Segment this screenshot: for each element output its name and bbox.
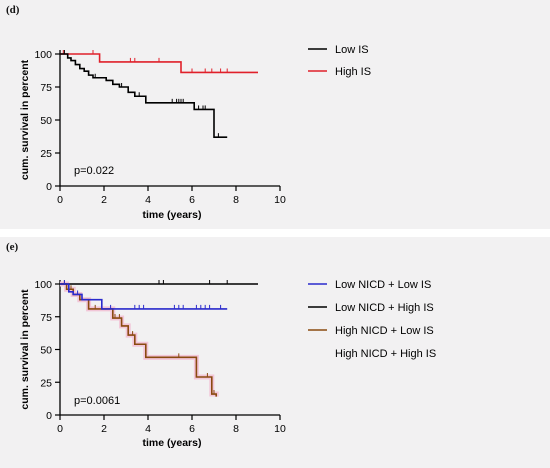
panel-d: (d) 0 25 50 75 100 0 2 4 6 8 10 time (years) cum. su… <box>0 0 550 229</box>
y-tick-label: 0 <box>46 181 52 193</box>
legend-label: High IS <box>335 66 371 78</box>
legend-label: Low IS <box>335 44 369 56</box>
x-tick-label: 4 <box>145 423 151 435</box>
p-value: p=0.022 <box>74 165 114 177</box>
survival-chart-d: 0 25 50 75 100 0 2 4 6 8 10 time (years) cum. surviv… <box>19 44 371 221</box>
survival-curve <box>60 53 258 74</box>
y-tick-label: 75 <box>40 312 52 324</box>
x-tick-label: 10 <box>274 423 286 435</box>
panel-letter: (d) <box>6 4 20 16</box>
y-tick-label: 0 <box>46 410 52 422</box>
y-tick-label: 50 <box>40 345 52 357</box>
y-tick-label: 75 <box>40 82 52 94</box>
y-tick-label: 25 <box>40 148 52 160</box>
x-tick-label: 8 <box>233 423 239 435</box>
survival-chart-e: 0 25 50 75 100 0 2 4 6 8 10 time (years) cum. surviv… <box>19 279 436 449</box>
x-axis-title: time (years) <box>143 437 202 449</box>
y-tick-label: 25 <box>40 377 52 389</box>
survival-curve <box>60 281 219 397</box>
x-axis-title: time (years) <box>143 209 202 221</box>
legend-label: High NICD + High IS <box>335 348 436 360</box>
x-tick-label: 2 <box>101 194 107 206</box>
panel-e: (e) 0 25 50 75 100 0 2 4 6 8 10 time (years) cum. su… <box>0 237 550 468</box>
x-tick-label: 0 <box>57 194 63 206</box>
y-axis-title: cum. survival in percent <box>19 289 31 410</box>
y-tick-label: 100 <box>34 279 52 291</box>
legend-label: High NICD + Low IS <box>335 325 434 337</box>
x-tick-label: 6 <box>189 423 195 435</box>
x-tick-label: 0 <box>57 423 63 435</box>
survival-curve <box>60 283 228 310</box>
x-tick-label: 6 <box>189 194 195 206</box>
survival-curve <box>60 53 228 138</box>
legend-label: Low NICD + Low IS <box>335 279 431 291</box>
p-value: p=0.0061 <box>74 395 120 407</box>
y-axis-title: cum. survival in percent <box>19 59 31 180</box>
y-tick-label: 100 <box>34 49 52 61</box>
x-tick-label: 10 <box>274 194 286 206</box>
y-tick-label: 50 <box>40 115 52 127</box>
x-tick-label: 4 <box>145 194 151 206</box>
x-tick-label: 2 <box>101 423 107 435</box>
panel-letter: (e) <box>6 241 19 253</box>
x-tick-label: 8 <box>233 194 239 206</box>
legend-label: Low NICD + High IS <box>335 302 434 314</box>
